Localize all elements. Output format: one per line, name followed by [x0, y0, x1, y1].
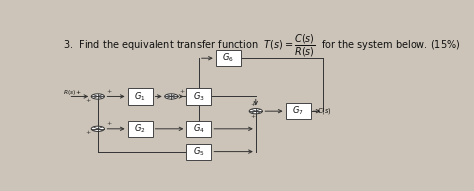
Circle shape [249, 108, 263, 114]
FancyBboxPatch shape [186, 121, 211, 137]
Text: +: + [106, 89, 111, 94]
Text: $G_{5}$: $G_{5}$ [193, 145, 205, 158]
Circle shape [91, 94, 104, 99]
Text: $C(s)$: $C(s)$ [317, 106, 332, 116]
Text: $G_{3}$: $G_{3}$ [193, 90, 205, 103]
FancyBboxPatch shape [186, 88, 211, 104]
FancyBboxPatch shape [285, 103, 310, 119]
Text: +: + [250, 114, 255, 119]
Text: $G_{1}$: $G_{1}$ [134, 90, 146, 103]
Text: +: + [250, 102, 255, 107]
FancyBboxPatch shape [128, 88, 153, 104]
Text: +: + [106, 121, 111, 126]
Circle shape [91, 126, 104, 131]
Text: 3.  Find the equivalent transfer function  $T(s)=\dfrac{C(s)}{R(s)}$  for the sy: 3. Find the equivalent transfer function… [63, 33, 460, 59]
Text: +: + [179, 89, 184, 94]
Text: $G_{4}$: $G_{4}$ [193, 123, 205, 135]
Circle shape [164, 94, 178, 99]
FancyBboxPatch shape [128, 121, 153, 137]
Text: $G_{2}$: $G_{2}$ [134, 123, 146, 135]
Text: +: + [86, 130, 91, 135]
FancyBboxPatch shape [216, 50, 241, 66]
Text: +: + [86, 98, 91, 103]
Text: $R(s)+$: $R(s)+$ [63, 88, 82, 97]
Text: $G_{7}$: $G_{7}$ [292, 105, 304, 117]
FancyBboxPatch shape [186, 143, 211, 160]
Text: $G_{6}$: $G_{6}$ [222, 52, 234, 65]
